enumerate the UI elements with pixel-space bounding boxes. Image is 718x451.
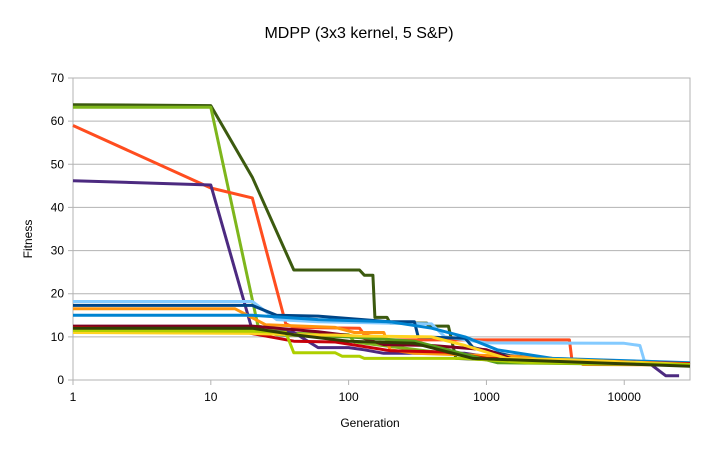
y-tick-label: 10 [51, 330, 65, 344]
y-tick-label: 20 [51, 287, 65, 301]
y-axis-ticks: 0 10 20 30 40 50 60 70 [51, 71, 65, 387]
x-tick-label: 100 [339, 390, 359, 404]
x-axis-ticks: 1 10 100 1000 10000 [70, 380, 642, 404]
y-tick-label: 0 [57, 373, 64, 387]
y-tick-label: 50 [51, 157, 65, 171]
y-tick-label: 70 [51, 71, 65, 85]
x-tick-label: 10000 [608, 390, 642, 404]
y-tick-label: 40 [51, 200, 65, 214]
series-group [72, 103, 691, 378]
y-tick-label: 60 [51, 114, 65, 128]
x-tick-label: 1000 [473, 390, 500, 404]
chart-title: MDPP (3x3 kernel, 5 S&P) [264, 25, 453, 42]
series-line-4 [72, 179, 680, 378]
plot-frame [72, 77, 691, 381]
series-line-8 [73, 313, 691, 365]
y-tick-label: 30 [51, 244, 65, 258]
series-line-3 [72, 124, 691, 366]
series-line-12 [72, 331, 691, 366]
x-axis-label: Generation [340, 416, 399, 430]
x-tick-label: 1 [70, 390, 77, 404]
y-axis-label: Fitness [21, 220, 35, 259]
x-tick-label: 10 [204, 390, 218, 404]
gridlines [68, 77, 690, 381]
series-line-14 [73, 326, 691, 368]
